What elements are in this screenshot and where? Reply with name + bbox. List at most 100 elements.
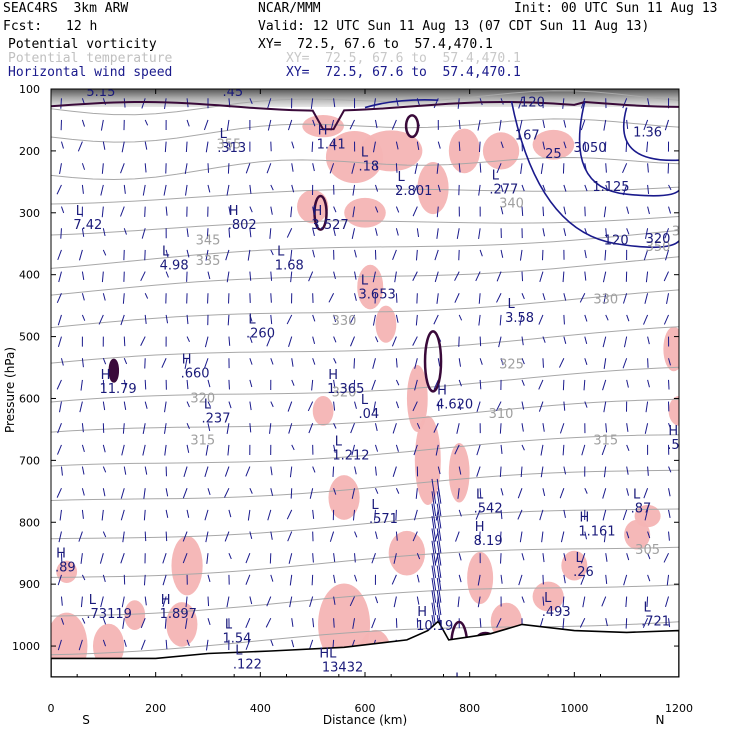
wind-vector — [249, 228, 252, 238]
wind-vector — [102, 228, 106, 237]
extremum-value: .122 — [233, 658, 262, 673]
wind-vector — [392, 423, 397, 434]
wind-vector — [584, 531, 588, 540]
wind-vector — [645, 271, 649, 283]
wind-vector — [354, 293, 357, 301]
wind-vector — [479, 163, 482, 173]
wind-vector — [140, 639, 146, 650]
wind-vector — [309, 596, 314, 608]
wind-vector — [291, 639, 295, 648]
wind-vector — [60, 596, 63, 606]
wind-vector — [57, 249, 62, 261]
wind-vector — [521, 336, 524, 346]
wind-vector — [144, 401, 148, 409]
wind-vector — [584, 401, 588, 408]
extremum-value: .945 — [599, 695, 628, 710]
wind-vector — [579, 293, 586, 303]
wind-vector — [333, 401, 336, 411]
wind-vector — [371, 379, 376, 391]
pv-shade-blob — [359, 130, 423, 172]
wind-vector — [60, 618, 65, 625]
wind-vector — [102, 379, 105, 390]
legend-wind-xy: XY= 72.5, 67.6 to 57.4,470.1 — [286, 65, 521, 80]
wind-vector — [664, 596, 670, 608]
wind-vector — [102, 618, 107, 625]
wind-vector — [374, 531, 378, 540]
extremum-value: .581 — [667, 438, 696, 453]
wind-vector — [395, 228, 399, 236]
wind-vector — [458, 553, 462, 561]
wind-vector — [81, 574, 86, 581]
wind-vector-strong — [436, 503, 442, 529]
wind-vector — [496, 293, 502, 303]
wind-vector — [605, 574, 608, 584]
wind-vector — [122, 618, 125, 629]
wind-vector — [563, 336, 567, 344]
wind-vector — [605, 423, 608, 433]
wind-speed-label: 1.36 — [633, 125, 662, 140]
x-tick-label: 0 — [48, 702, 55, 715]
wind-vector — [605, 163, 607, 173]
wind-vector — [435, 444, 439, 456]
wind-vector — [666, 574, 670, 586]
wind-vector — [643, 119, 649, 131]
wind-vector — [666, 293, 670, 304]
wind-vector — [123, 336, 126, 347]
wind-vector — [265, 617, 272, 628]
wind-vector — [225, 249, 230, 261]
wind-vector — [57, 423, 62, 434]
wind-vector — [454, 444, 460, 455]
wind-vector — [372, 141, 376, 153]
wind-vector — [228, 509, 232, 518]
wind-vectors — [56, 98, 672, 673]
wind-vector — [312, 466, 316, 473]
wind-vector — [647, 184, 650, 194]
wind-vector — [270, 314, 273, 325]
wind-vector — [120, 206, 125, 217]
extremum-value: .721 — [641, 614, 670, 629]
wind-vector — [563, 184, 567, 192]
extremum-kind: L — [225, 618, 233, 633]
extremum-kind: L — [225, 71, 233, 86]
wind-vector — [416, 141, 420, 151]
wind-vector — [479, 379, 482, 390]
extremum-kind: H — [101, 368, 111, 383]
extremum-value: 3.653 — [359, 287, 396, 302]
wind-vector — [288, 336, 293, 347]
wind-vector — [412, 531, 418, 542]
wind-vector — [164, 444, 167, 456]
y-axis-label: Pressure (hPa) — [3, 347, 17, 433]
wind-vector — [245, 553, 251, 564]
wind-vector — [647, 553, 651, 560]
wind-vector — [562, 618, 565, 629]
wind-vector — [416, 423, 421, 429]
wind-vector — [163, 184, 167, 196]
wind-vector — [413, 444, 418, 456]
wind-vector — [289, 466, 293, 478]
wind-vector — [102, 141, 106, 150]
wind-vector — [647, 336, 650, 345]
wind-vector — [603, 293, 607, 304]
model-title: SEAC4RS 3km ARW — [3, 1, 129, 16]
wind-vector — [120, 488, 125, 499]
wind-vector — [416, 596, 420, 605]
theta-label: 355 — [672, 224, 697, 239]
wind-vector — [102, 488, 106, 497]
valid-time: Valid: 12 UTC Sun 11 Aug 13 (07 CDT Sun … — [258, 19, 650, 34]
wind-vector — [205, 531, 209, 543]
wind-vector — [602, 488, 607, 499]
wind-vector — [120, 314, 125, 326]
wind-vector-strong — [431, 491, 437, 517]
wind-vector — [101, 163, 104, 174]
wind-vector — [521, 184, 525, 192]
wind-vector — [249, 336, 253, 343]
wind-vector — [205, 639, 209, 651]
wind-vector — [604, 141, 607, 152]
pv-shade-blob — [532, 581, 564, 612]
wind-vector — [668, 466, 672, 473]
wind-vector — [249, 184, 252, 194]
wind-vector — [499, 466, 502, 478]
theta-label: 305 — [635, 543, 660, 558]
pv-shade-blob — [328, 475, 360, 520]
wind-vector — [626, 553, 630, 561]
